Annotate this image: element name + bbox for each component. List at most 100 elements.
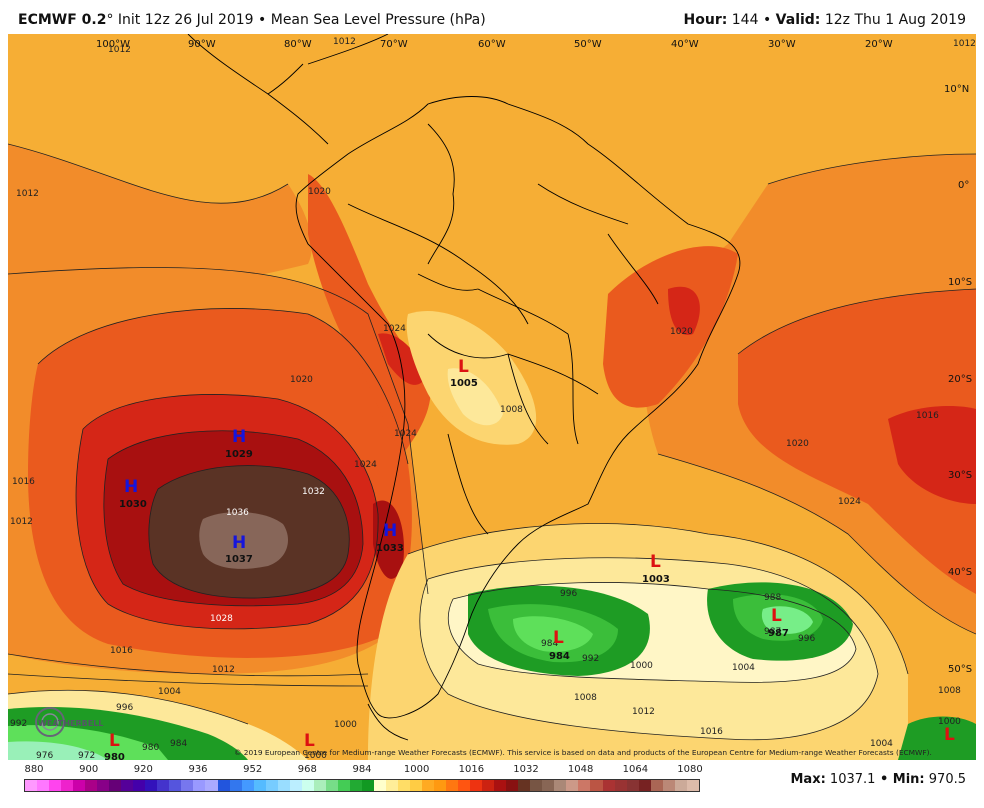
colorbar-swatch (385, 780, 398, 791)
colorbar-swatch (373, 780, 386, 791)
isobar-label: 980 (142, 743, 159, 753)
colorbar-swatch (157, 780, 170, 791)
colorbar-swatch (325, 780, 338, 791)
isobar-label: 1024 (354, 460, 377, 470)
low-pressure-centers: L 1005 L 1003 L 984 L 987 L 980 L L (104, 357, 955, 760)
isobar-label: 1004 (870, 739, 893, 749)
colorbar-tick-label: 920 (133, 764, 153, 775)
max-min-readout: Max: 1037.1 • Min: 970.5 (791, 772, 967, 787)
max-value: 1037.1 (825, 772, 876, 787)
isobar-label: 1028 (210, 614, 233, 624)
lon-label-3: 70°W (380, 39, 408, 50)
colorbar-tick-label: 1064 (622, 764, 649, 775)
band-988-east (761, 606, 813, 634)
colorbar-swatch (205, 780, 218, 791)
valid-time: Hour: 144 • Valid: 12z Thu 1 Aug 2019 (684, 12, 966, 28)
valid-value: 12z Thu 1 Aug 2019 (820, 12, 966, 28)
colorbar-swatch (241, 780, 254, 791)
colorbar-tick-label: 1080 (677, 764, 703, 775)
colorbar-swatch (289, 780, 302, 791)
colorbar-tick-label: 1048 (567, 764, 594, 775)
max-label: Max: (790, 772, 826, 787)
isobar-label: 1020 (670, 327, 693, 337)
isobar-label: 1024 (394, 429, 417, 439)
low-symbol: L (771, 606, 782, 626)
low-symbol: L (109, 731, 120, 751)
isobar-label: 1008 (500, 405, 523, 415)
model-name: ECMWF 0.2 (18, 12, 107, 28)
lon-label-7: 30°W (768, 39, 796, 50)
high-value: 1037 (225, 554, 253, 565)
colorbar-swatch (337, 780, 350, 791)
isobar-label: 1012 (212, 665, 235, 675)
lon-label-1: 90°W (188, 39, 216, 50)
colorbar-tick-label: 984 (352, 764, 372, 775)
low-value: 987 (768, 628, 789, 639)
colorbar-swatch (422, 780, 435, 791)
pressure-map[interactable]: 100°W 90°W 80°W 70°W 60°W 50°W 40°W 30°W… (8, 34, 976, 760)
colorbar-swatch (181, 780, 194, 791)
colorbar-swatch (602, 780, 615, 791)
isobar-lines (8, 143, 976, 741)
isobar-label: 984 (170, 739, 187, 749)
colorbar-tick-label: 880 (24, 764, 44, 775)
colorbar-labels: 880 900 920 936 952 968 984 1000 1016 1032 1048 106… (24, 764, 703, 778)
low-value: 1005 (450, 378, 478, 389)
band-1020-atlantic (738, 289, 976, 594)
colorbar-swatch (133, 780, 146, 791)
band-1028-coast (373, 500, 404, 579)
isobar-label: 1004 (158, 687, 181, 697)
colorbar-swatch (626, 780, 639, 791)
isobar-label: 1000 (630, 661, 653, 671)
isobar-label: 972 (78, 751, 95, 760)
isobar-label: 1012 (16, 189, 39, 199)
band-1024-andes (378, 333, 428, 385)
colorbar-tick-label: 1032 (513, 764, 539, 775)
high-value: 1029 (225, 449, 253, 460)
isobar-label: 1020 (786, 439, 809, 449)
colorbar-swatch (470, 780, 483, 791)
colorbar-swatch (265, 780, 278, 791)
isobar-label: 1008 (574, 693, 597, 703)
lat-label-5: 40°S (948, 567, 972, 578)
low-value: 984 (549, 651, 570, 662)
colorbar-swatch (458, 780, 471, 791)
isobar-label: 992 (10, 719, 27, 729)
colorbar-swatch (277, 780, 290, 791)
isobar-label: 1016 (12, 477, 35, 487)
colorbar-swatch (614, 780, 627, 791)
colorbar-swatch (662, 780, 675, 791)
graticule-labels: 100°W 90°W 80°W 70°W 60°W 50°W 40°W 30°W… (96, 39, 972, 675)
high-value: 1030 (119, 499, 147, 510)
colorbar-tick-label: 936 (188, 764, 208, 775)
low-symbol: L (650, 552, 661, 572)
colorbar-swatch (506, 780, 519, 791)
logo-text: WEATHERBELL (38, 719, 103, 728)
header: ECMWF 0.2° Init 12z 26 Jul 2019 • Mean S… (0, 0, 984, 34)
low-symbol: L (304, 731, 315, 751)
isobar-label: 1012 (108, 45, 131, 55)
low-value: 1003 (642, 574, 670, 585)
hour-label: Hour: (683, 12, 728, 28)
isobar-label: 1024 (383, 324, 406, 334)
colorbar-swatch (217, 780, 230, 791)
low-symbol: L (944, 725, 955, 745)
band-988-west (513, 616, 593, 652)
colorbar-swatch (554, 780, 567, 791)
band-1012-ne (908, 34, 976, 154)
min-value: 970.5 (924, 772, 966, 787)
band-1020-andes (308, 174, 431, 454)
colorbar-swatch (121, 780, 134, 791)
band-1024-atlantic (888, 406, 976, 504)
lat-label-6: 50°S (948, 664, 972, 675)
band-1036 (199, 512, 288, 569)
colorbar-swatch (73, 780, 86, 791)
colorbar-swatch (145, 780, 158, 791)
weatherbell-logo: WEATHERBELL (35, 707, 103, 737)
colorbar-swatch (49, 780, 62, 791)
low-value: 980 (104, 752, 125, 760)
low-symbol: L (553, 628, 564, 648)
map-canvas: 100°W 90°W 80°W 70°W 60°W 50°W 40°W 30°W… (8, 34, 976, 760)
isobar-label: 1020 (308, 187, 331, 197)
band-992-se (898, 716, 976, 760)
